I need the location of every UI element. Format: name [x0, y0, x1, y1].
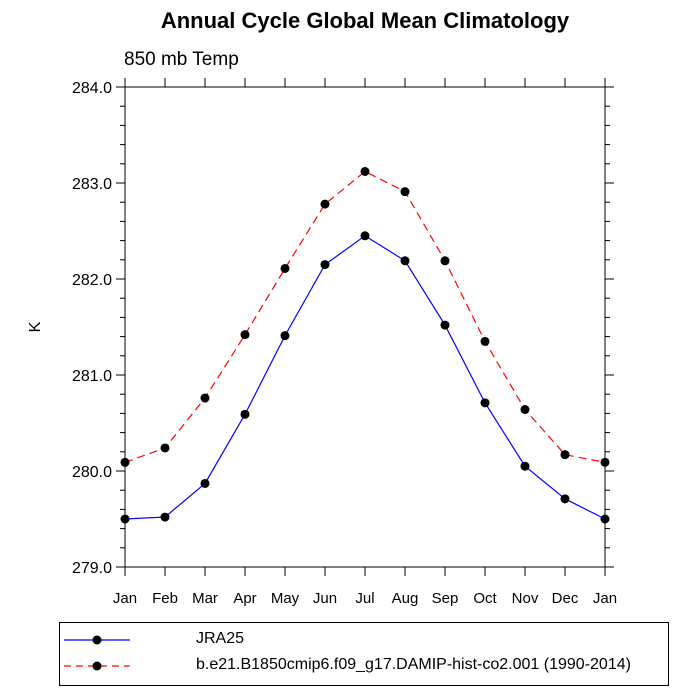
chart-subtitle: 850 mb Temp: [124, 49, 239, 70]
data-point-series-2: [600, 457, 610, 467]
data-point-series-1: [520, 461, 530, 471]
data-point-series-2: [560, 450, 570, 460]
x-tick-label: Mar: [192, 590, 218, 607]
y-tick-label: 279.0: [72, 560, 112, 577]
series-line-1: [124, 235, 606, 520]
legend-label-series-1: JRA25: [196, 630, 245, 647]
y-tick-label: 283.0: [72, 176, 112, 193]
data-point-series-1: [440, 320, 450, 330]
data-point-series-2: [200, 393, 210, 403]
data-point-series-1: [400, 256, 410, 266]
x-tick-label: Sep: [432, 590, 459, 607]
x-tick-label: Dec: [552, 590, 579, 607]
data-point-series-2: [280, 263, 290, 273]
chart-title: Annual Cycle Global Mean Climatology: [160, 8, 570, 33]
x-tick-label: Jan: [593, 590, 617, 607]
data-point-series-1: [480, 398, 490, 408]
data-point-series-1: [200, 478, 210, 488]
data-point-series-2: [440, 256, 450, 266]
y-tick-label: 280.0: [72, 464, 112, 481]
x-tick-label: Jun: [313, 590, 337, 607]
plot-frame: [124, 86, 606, 568]
legend-item-series-1: JRA25: [60, 626, 668, 654]
data-point-series-2: [120, 457, 130, 467]
data-point-series-1: [160, 512, 170, 522]
legend: JRA25 b.e21.B1850cmip6.f09_g17.DAMIP-his…: [59, 622, 669, 686]
x-tick-label: Apr: [233, 590, 256, 607]
series-line-2: [124, 170, 606, 463]
y-tick-label: 284.0: [72, 80, 112, 97]
data-point-series-1: [600, 514, 610, 524]
y-tick-label: 282.0: [72, 272, 112, 289]
data-point-series-2: [520, 405, 530, 415]
plot-area: 279.0 280.0 281.0 282.0 283.0 284.0 Jan Feb Mar A…: [27, 78, 617, 607]
data-point-series-1: [320, 260, 330, 270]
data-point-series-2: [360, 166, 370, 176]
x-tick-label: Jul: [355, 590, 374, 607]
data-point-series-2: [480, 336, 490, 346]
data-point-series-1: [360, 231, 370, 241]
legend-item-series-2: b.e21.B1850cmip6.f09_g17.DAMIP-hist-co2.…: [60, 652, 668, 680]
data-point-series-2: [160, 443, 170, 453]
x-tick-label: May: [271, 590, 300, 607]
legend-swatch-series-2: [64, 661, 130, 671]
data-point-series-2: [400, 187, 410, 197]
data-point-series-1: [280, 331, 290, 341]
legend-label-series-2: b.e21.B1850cmip6.f09_g17.DAMIP-hist-co2.…: [196, 656, 631, 673]
data-point-series-1: [560, 494, 570, 504]
x-tick-label: Nov: [512, 590, 539, 607]
data-point-series-1: [120, 514, 130, 524]
y-axis-label: K: [27, 321, 44, 332]
x-tick-label: Oct: [473, 590, 497, 607]
x-tick-label: Jan: [113, 590, 137, 607]
x-tick-label: Feb: [152, 590, 178, 607]
data-point-series-2: [320, 199, 330, 209]
legend-swatch-series-1: [64, 635, 130, 645]
data-point-series-1: [240, 409, 250, 419]
x-tick-label: Aug: [392, 590, 419, 607]
data-point-series-2: [240, 330, 250, 340]
y-tick-label: 281.0: [72, 368, 112, 385]
